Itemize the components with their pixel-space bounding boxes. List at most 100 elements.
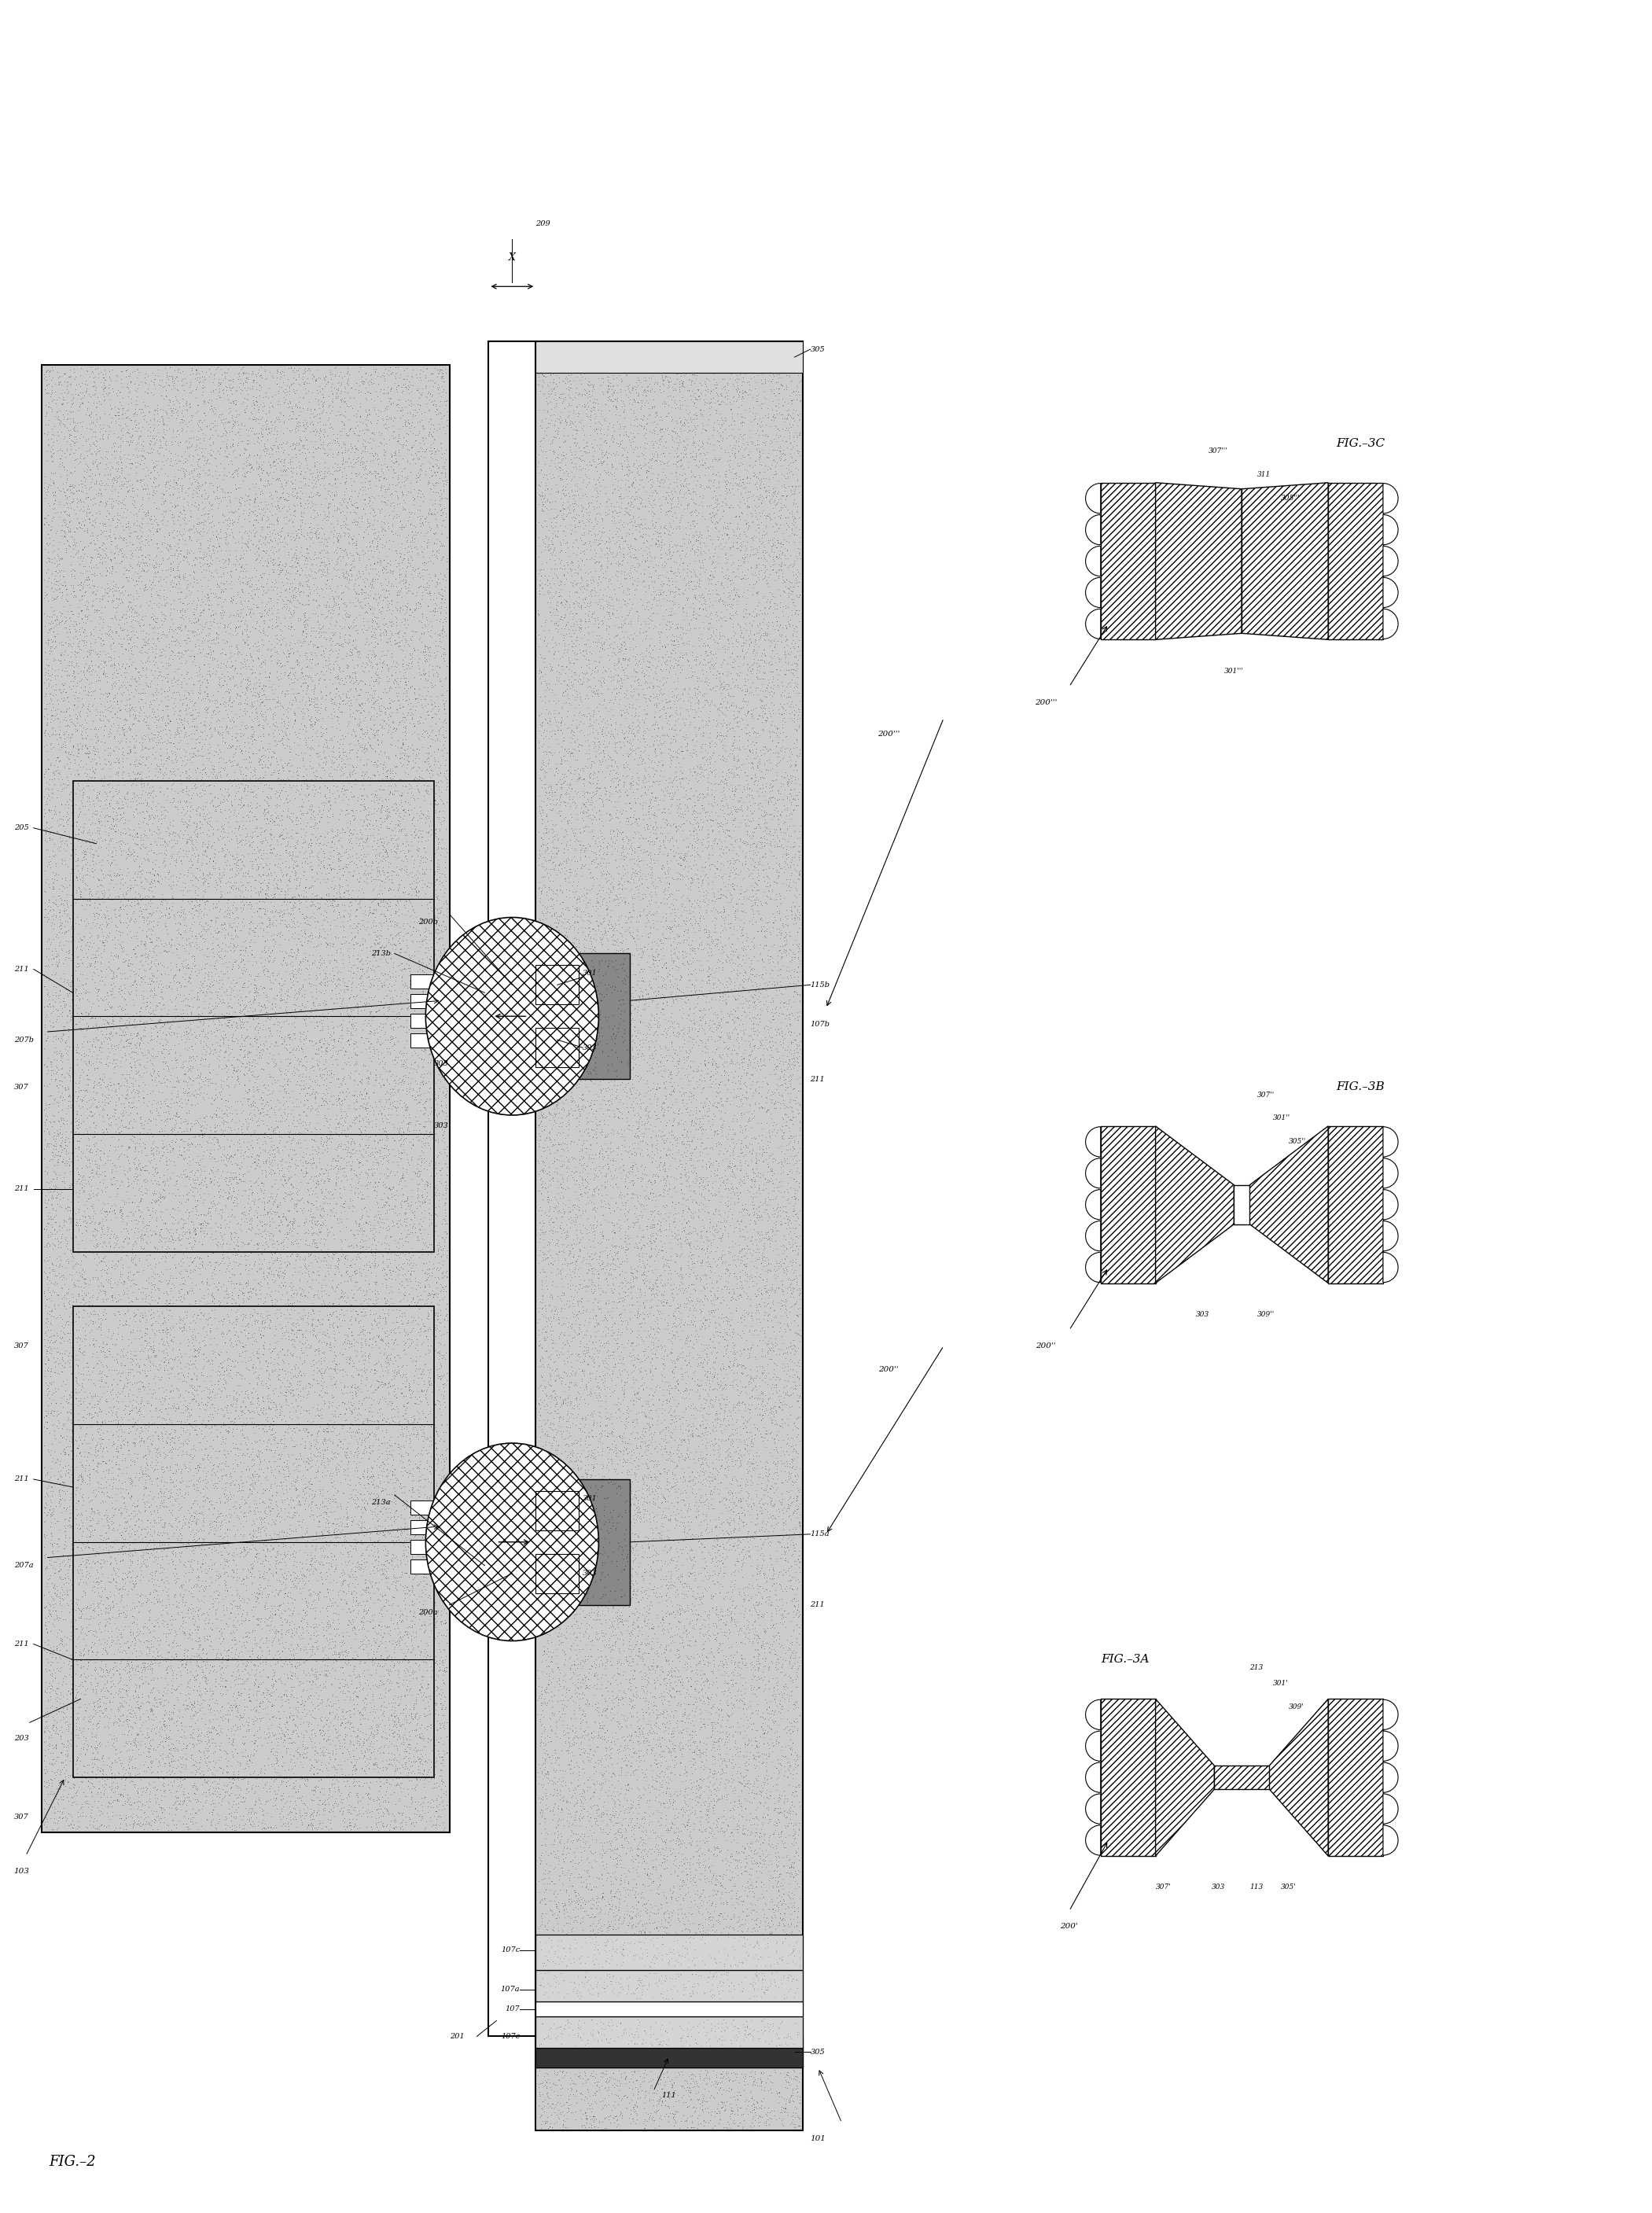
Point [679,1542,705,1578]
Point [182,1365,208,1401]
Point [164,401,190,436]
Point [122,1266,149,1301]
Point [558,2047,585,2082]
Point [687,1768,714,1804]
Point [694,1354,720,1390]
Point [134,1002,160,1038]
Point [296,350,322,385]
Point [750,1542,776,1578]
Point [170,1104,197,1140]
Point [568,1149,595,1184]
Point [99,668,126,704]
Point [662,1390,689,1425]
Point [268,1635,294,1671]
Point [177,792,203,828]
Point [768,1009,795,1045]
Point [281,1655,307,1691]
Point [301,1076,327,1111]
Point [392,558,418,593]
Point [634,2096,661,2131]
Point [747,1288,773,1323]
Point [188,1016,215,1051]
Point [268,1487,294,1523]
Point [737,538,763,573]
Point [164,1076,190,1111]
Point [320,1631,347,1666]
Point [149,969,175,1005]
Point [621,334,648,370]
Point [137,1726,164,1762]
Point [210,1624,236,1660]
Point [560,1286,586,1321]
Point [284,876,311,912]
Point [666,1604,692,1640]
Point [347,883,373,918]
Point [357,828,383,863]
Point [362,1208,388,1244]
Point [537,365,563,401]
Point [585,1516,611,1551]
Point [413,637,439,673]
Point [411,637,438,673]
Point [593,837,620,872]
Point [570,794,596,830]
Point [548,967,575,1002]
Point [312,768,339,803]
Point [740,1076,767,1111]
Point [730,2096,757,2131]
Point [177,1160,203,1195]
Point [544,1458,570,1494]
Point [638,2045,664,2080]
Point [169,1365,195,1401]
Point [144,1069,170,1104]
Point [195,1341,221,1376]
Point [780,1810,806,1846]
Point [268,952,294,987]
Point [388,474,415,509]
Point [307,1372,334,1407]
Point [324,1308,350,1343]
Point [610,1303,636,1339]
Point [99,1558,126,1593]
Point [188,996,215,1031]
Point [68,463,94,498]
Point [378,460,405,496]
Point [405,498,431,533]
Point [159,772,185,808]
Point [246,1071,273,1106]
Point [268,1009,294,1045]
Point [735,1441,762,1476]
Point [392,531,418,567]
Point [330,1002,357,1038]
Point [88,954,114,989]
Point [96,1673,122,1708]
Point [145,1279,172,1315]
Point [347,1421,373,1456]
Point [317,1441,344,1476]
Point [73,1131,99,1166]
Point [266,1511,292,1547]
Point [142,1363,169,1399]
Point [192,1368,218,1403]
Point [206,1717,233,1753]
Point [365,854,392,890]
Point [216,389,243,425]
Point [358,1312,385,1348]
Point [545,1124,572,1160]
Point [335,1354,362,1390]
Point [306,1498,332,1534]
Point [99,1627,126,1662]
Point [529,332,555,367]
Point [126,1644,152,1680]
Point [714,1885,740,1921]
Point [368,1346,395,1381]
Point [268,626,294,662]
Point [302,1230,329,1266]
Point [781,759,808,794]
Point [89,925,116,960]
Point [198,1153,225,1188]
Point [781,1967,808,2003]
Point [241,509,268,544]
Point [210,666,236,702]
Point [390,1469,416,1505]
